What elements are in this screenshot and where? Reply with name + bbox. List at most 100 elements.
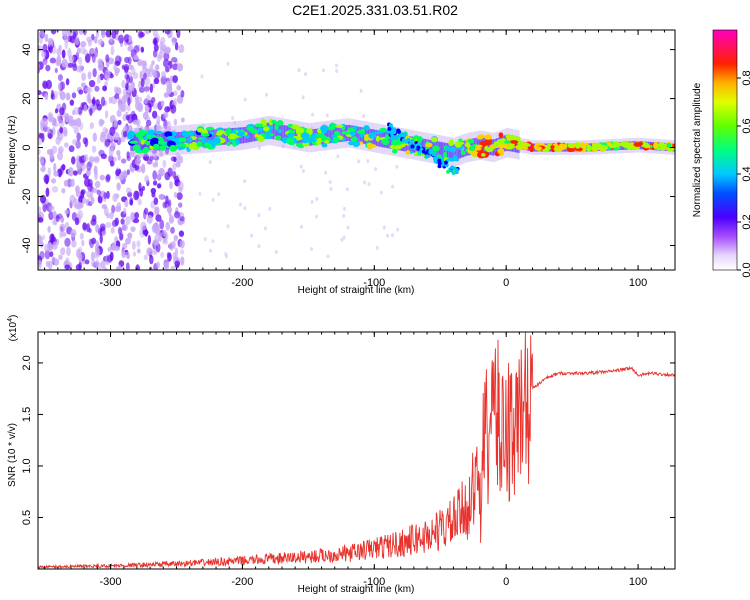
heatmap-noise-cell	[45, 187, 50, 198]
heatmap-noise-cell	[76, 160, 81, 170]
heatmap-noise-cell	[69, 30, 74, 36]
heatmap-noise-cell	[38, 259, 42, 268]
heatmap-noise-cell	[265, 92, 269, 97]
heatmap-noise-cell	[132, 218, 140, 224]
heatmap-band	[165, 132, 167, 149]
heatmap-noise-cell	[301, 168, 305, 173]
heatmap-noise-cell	[174, 42, 179, 51]
heatmap-core-cell	[244, 135, 250, 139]
heatmap-noise-cell	[59, 126, 63, 134]
heatmap-noise-cell	[94, 85, 100, 92]
heatmap-noise-cell	[154, 206, 160, 215]
y-axis-top: -40 -20 0 20 40	[21, 43, 675, 253]
heatmap-band	[212, 129, 215, 146]
heatmap-noise-cell	[104, 69, 111, 80]
heatmap-noise-cell	[336, 154, 340, 159]
heatmap-noise-cell	[132, 251, 137, 257]
heatmap-core-cell	[416, 136, 423, 143]
heatmap-noise-cell	[86, 86, 93, 94]
heatmap-core-cell	[178, 137, 187, 143]
heatmap-noise-cell	[131, 67, 136, 76]
heatmap-noise-cell	[301, 95, 305, 100]
colorbar-tick-label: 0.0	[741, 262, 750, 277]
heatmap-noise-cell	[45, 175, 49, 185]
heatmap-core-cell	[443, 151, 448, 159]
heatmap-core-cell	[464, 142, 471, 148]
heatmap-core-cell	[524, 143, 531, 147]
heatmap-core-cell	[271, 119, 277, 124]
heatmap-noise-cell	[130, 211, 135, 221]
heatmap-noise-cell	[87, 97, 92, 104]
heatmap-band	[355, 126, 357, 143]
heatmap-noise-cell	[149, 155, 154, 161]
heatmap-core-cell	[391, 149, 398, 154]
heatmap-core-cell	[254, 123, 264, 128]
heatmap-noise-cell	[71, 156, 76, 165]
heatmap-noise-cell	[61, 30, 68, 37]
heatmap-core-cell	[341, 130, 351, 135]
heatmap-core-cell	[498, 144, 505, 149]
heatmap-noise-cell	[99, 234, 103, 244]
heatmap-core-cell	[498, 132, 504, 138]
heatmap-noise-cell	[165, 195, 169, 205]
heatmap-noise-cell	[243, 179, 247, 184]
heatmap-noise-cell	[149, 266, 153, 270]
x-axis-label-top: Height of straight line (km)	[298, 285, 415, 296]
heatmap-band	[214, 129, 216, 146]
heatmap-noise-cell	[138, 86, 145, 93]
heatmap-noise-cell	[119, 233, 124, 241]
heatmap-band	[388, 132, 390, 149]
heatmap-noise-cell	[198, 191, 202, 196]
heatmap-noise-cell	[80, 40, 87, 48]
heatmap-noise-cell	[173, 156, 177, 163]
top-ytick-label: -40	[21, 238, 33, 254]
heatmap-band	[247, 126, 249, 143]
heatmap-noise-cell	[171, 56, 178, 63]
heatmap-noise-cell	[61, 102, 67, 111]
heatmap-noise-cell	[71, 239, 77, 248]
heatmap-band	[275, 123, 278, 140]
heatmap-band	[283, 125, 286, 142]
heatmap-noise-cell	[115, 87, 122, 96]
heatmap-noise-cell	[342, 206, 346, 211]
heatmap-noise-cell	[329, 186, 333, 191]
heatmap-noise-cell	[90, 196, 95, 205]
heatmap-noise-cell	[158, 193, 165, 200]
heatmap-noise-cell	[53, 162, 57, 173]
heatmap-noise-cell	[104, 139, 111, 147]
heatmap-noise-cell	[107, 57, 115, 65]
heatmap-noise-cell	[39, 250, 45, 260]
heatmap-branch-cell	[417, 142, 422, 147]
heatmap-noise-cell	[173, 118, 178, 126]
heatmap-noise-cell	[121, 95, 128, 104]
heatmap-core-cell	[504, 140, 511, 144]
heatmap-noise-cell	[164, 66, 170, 73]
heatmap-noise-cell	[113, 64, 117, 70]
y-axis-label-bottom: SNR (10 * v/v)	[7, 423, 18, 487]
heatmap-noise-cell	[141, 59, 146, 70]
heatmap-noise-cell	[117, 154, 121, 161]
heatmap-noise-cell	[73, 30, 79, 37]
heatmap-noise-cell	[324, 170, 328, 175]
y-scale-label: (x104)	[7, 315, 19, 342]
heatmap-noise-cell	[136, 155, 141, 162]
heatmap-noise-cell	[53, 258, 60, 266]
heatmap-noise-cell	[297, 68, 301, 73]
heatmap-core-cell	[226, 127, 231, 134]
heatmap-noise-cell	[92, 132, 97, 142]
heatmap-noise-cell	[125, 262, 130, 270]
heatmap-band	[263, 123, 265, 140]
heatmap-noise-cell	[68, 145, 75, 153]
heatmap-noise-cell	[87, 71, 92, 80]
heatmap-noise-cell	[73, 106, 80, 115]
heatmap-branch-cell	[387, 126, 392, 131]
heatmap-core-cell	[375, 135, 380, 142]
heatmap-noise-cell	[127, 39, 134, 47]
heatmap-noise-cell	[49, 251, 54, 258]
heatmap-branch-cell	[437, 164, 442, 169]
heatmap-noise-cell	[169, 213, 174, 224]
heatmap-noise-cell	[54, 67, 58, 74]
heatmap-noise-cell	[109, 126, 116, 136]
heatmap-noise-cell	[154, 64, 160, 71]
